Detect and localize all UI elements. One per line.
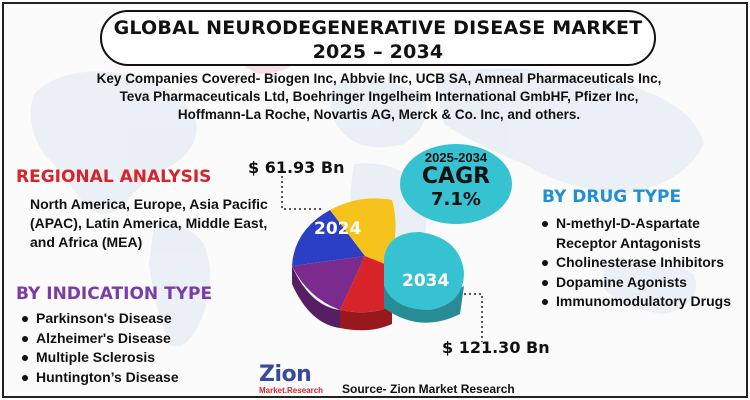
leader-lines — [281, 176, 483, 342]
logo-subtext: Market.Research — [259, 386, 324, 395]
indication-type-heading: BY INDICATION TYPE — [16, 284, 213, 304]
3d-pie-graphic: 2024 2034 — [292, 198, 464, 331]
list-item: Cholinesterase Inhibitors — [542, 253, 742, 273]
drug-type-list: N-methyl-D-Aspartate Receptor Antagonist… — [542, 214, 742, 312]
zion-logo: Zion Market.Research — [259, 362, 329, 396]
year-2024-label: 2024 — [314, 219, 361, 239]
list-item: Immunomodulatory Drugs — [542, 292, 742, 312]
source-text: Source- Zion Market Research — [342, 382, 515, 396]
cagr-value: 7.1% — [431, 189, 481, 210]
logo-name: Zion — [259, 362, 312, 387]
regional-analysis-heading: REGIONAL ANALYSIS — [16, 167, 212, 187]
cagr-label: CAGR — [421, 164, 491, 189]
indication-type-list: Parkinson's Disease Alzheimer's Disease … — [22, 309, 179, 387]
title-line-2: 2025 – 2034 — [312, 41, 444, 63]
list-item: Dopamine Agonists — [542, 273, 742, 293]
pie-slice-red — [340, 256, 392, 331]
cagr-badge: 2025-2034 CAGR 7.1% — [400, 144, 512, 224]
regional-analysis-text: North America, Europe, Asia Pacific (APA… — [30, 196, 268, 250]
pie-slice-purple — [292, 256, 365, 328]
list-item: Huntington’s Disease — [22, 368, 179, 388]
list-item: Multiple Sclerosis — [22, 348, 179, 368]
year-2034-label: 2034 — [402, 271, 449, 291]
title-box: GLOBAL NEURODEGENERATIVE DISEASE MARKET … — [100, 10, 656, 66]
title-line-1: GLOBAL NEURODEGENERATIVE DISEASE MARKET — [113, 17, 643, 39]
market-value-start: $ 61.93 Bn — [248, 158, 345, 177]
market-value-end: $ 121.30 Bn — [442, 338, 550, 357]
drug-type-heading: BY DRUG TYPE — [542, 187, 682, 207]
pie-slice-blue — [292, 210, 365, 266]
pie-slice-yellow — [330, 198, 396, 266]
key-companies-text: Key Companies Covered- Biogen Inc, Abbvi… — [96, 71, 662, 122]
pie-slice-teal — [384, 232, 464, 323]
list-item: N-methyl-D-Aspartate Receptor Antagonist… — [542, 214, 742, 253]
cagr-years: 2025-2034 — [424, 150, 488, 165]
list-item: Parkinson's Disease — [22, 309, 179, 329]
list-item: Alzheimer's Disease — [22, 329, 179, 349]
